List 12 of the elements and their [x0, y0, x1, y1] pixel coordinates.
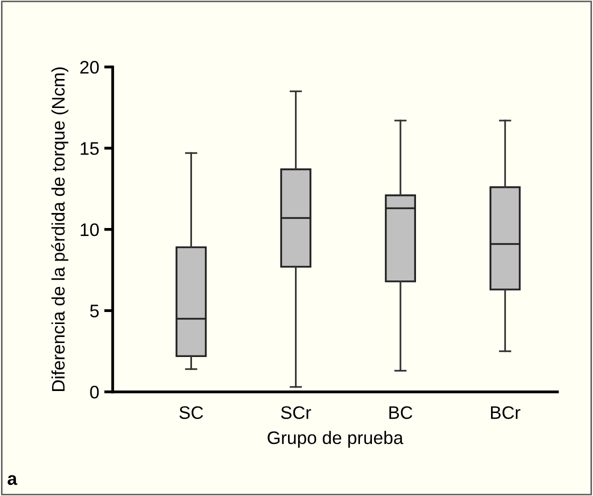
x-tick-label: SC [179, 406, 204, 419]
y-tick-label: 5 [90, 304, 99, 318]
y-tick-label: 0 [90, 386, 99, 399]
y-axis-title: Diferencia de la pérdida de torque (Ncm) [51, 67, 68, 391]
text: a [8, 475, 18, 485]
x-axis-title: Grupo de prueba [268, 430, 404, 448]
y-tick-label: 10 [80, 223, 99, 236]
x-tick-label: BC [389, 406, 412, 419]
y-tick-label: 20 [80, 60, 99, 74]
x-tick-label: BCr [491, 406, 520, 419]
x-tick-label: SCr [281, 406, 312, 419]
y-tick-label: 15 [80, 142, 99, 155]
